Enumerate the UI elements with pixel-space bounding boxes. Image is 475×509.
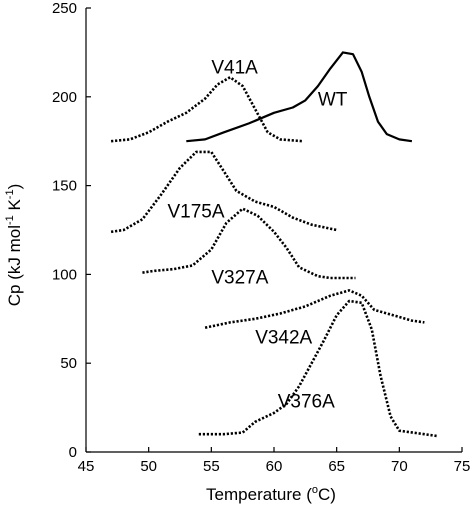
y-tick-label: 250 xyxy=(52,0,77,17)
x-tick-label: 55 xyxy=(203,458,220,475)
series-label-v41a: V41A xyxy=(211,58,258,79)
y-tick-label: 150 xyxy=(52,178,77,195)
x-tick-label: 50 xyxy=(140,458,157,475)
series-line-v376a xyxy=(198,299,438,438)
series-label-v342a: V342A xyxy=(255,328,312,349)
y-tick-label: 0 xyxy=(69,444,77,461)
axes: 45 50 55 60 65 70 75 0 50 100 150 200 250 xyxy=(52,0,470,475)
series-layer xyxy=(110,51,438,438)
y-axis-title: Cp (kJ mol-1 K-1) xyxy=(4,184,24,307)
labels-layer: WT V41A V175A V327A V342A V376A xyxy=(167,58,347,413)
series-label-v175a: V175A xyxy=(167,202,224,223)
series-line-v175a xyxy=(110,150,337,234)
series-line-v41a xyxy=(110,76,303,143)
x-tick-label: 70 xyxy=(391,458,408,475)
x-tick-label: 75 xyxy=(454,458,471,475)
series-label-v327a: V327A xyxy=(211,267,268,288)
series-line-wt xyxy=(186,51,413,143)
series-line-v342a xyxy=(204,289,425,329)
y-tick-label: 200 xyxy=(52,89,77,106)
x-tick-label: 60 xyxy=(266,458,283,475)
y-tick-label: 100 xyxy=(52,266,77,283)
series-label-wt: WT xyxy=(318,90,348,111)
x-axis-title: Temperature (oC) xyxy=(206,484,336,504)
x-tick-label: 65 xyxy=(328,458,345,475)
y-tick-label: 50 xyxy=(60,355,77,372)
series-label-v376a: V376A xyxy=(278,392,335,413)
x-tick-label: 45 xyxy=(78,458,95,475)
